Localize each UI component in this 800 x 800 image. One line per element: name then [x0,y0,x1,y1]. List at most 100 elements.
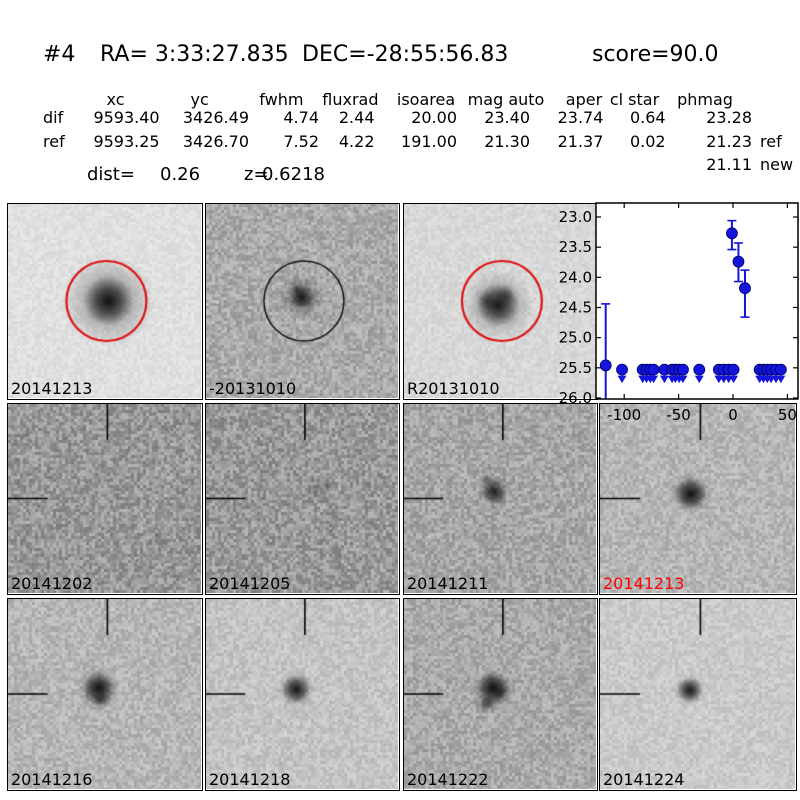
cutout-image [404,404,596,593]
panel-date-label: 20141213 [11,379,93,398]
down-arrow-icon [674,375,684,384]
cutout-image [206,404,398,593]
cutout-panel-stamp-20141211: 20141211 [403,403,598,595]
col-header-aper: aper [565,90,603,109]
upper-limit-marker [640,363,653,376]
col-header-mag-auto: mag auto [467,90,545,109]
upper-limit-marker [770,363,782,376]
col-header-isoarea: isoarea [396,90,456,109]
row-suffix-ref: ref [760,132,782,151]
cell-ref-aper: 21.37 [557,132,604,151]
z-label: z= [244,164,269,185]
dist-label: dist= [87,164,135,185]
panel-date-label: R20131010 [407,379,500,398]
panel-date-label: 20141224 [603,770,685,789]
upper-limit-marker [677,363,689,376]
cutout-panel-stamp-ref-R20131010: R20131010 [403,203,598,400]
z-value: 0.6218 [262,164,325,185]
cell-ref-phmag: 21.23 [706,132,752,151]
upper-limit-marker [669,363,682,376]
upper-limit-marker [693,363,706,376]
upper-limit-marker [647,363,660,376]
row-suffix-new: new [760,155,794,174]
cutout-image [600,404,795,593]
upper-limit-marker [636,363,649,376]
down-arrow-icon [694,375,704,384]
cell-dif-yc: 3426.49 [182,108,249,127]
panel-date-label: 20141222 [407,770,489,789]
down-arrow-icon [776,375,786,384]
panel-date-label: 20141218 [209,770,291,789]
cutout-panel-stamp-neg-20131010: -20131010 [205,203,400,400]
down-arrow-icon [714,375,724,384]
panel-date-label: 20141213 [603,574,685,593]
plot-border [595,202,799,400]
lightcurve-point [599,359,612,372]
panel-date-label: 20141205 [209,574,291,593]
down-arrow-icon [678,375,688,384]
panel-date-label: 20141202 [11,574,93,593]
cell-dif-fluxrad: 2.44 [338,108,375,127]
down-arrow-icon [659,375,669,384]
cutout-panel-stamp-20141222: 20141222 [403,598,598,791]
cell-ref-fluxrad: 4.22 [338,132,375,151]
lightcurve-data [599,219,787,399]
down-arrow-icon [766,375,776,384]
cell-ref-xc: 9593.25 [93,132,160,151]
upper-limit-marker [712,363,725,376]
cutout-image [206,204,398,398]
cell-ref-isoarea: 191.00 [401,132,457,151]
cutout-panel-stamp-20141213-new: 20141213 [599,403,797,595]
axis-ticks [596,203,798,399]
col-header-phmag: phmag [677,90,733,109]
upper-limit-marker [673,363,686,376]
down-arrow-icon [642,375,652,384]
lightcurve-point [726,227,738,240]
cell-dif-phmag: 23.28 [706,108,752,127]
cutout-panel-stamp-20141224: 20141224 [599,598,797,791]
cutout-image [600,599,795,789]
down-arrow-icon [762,375,772,384]
down-arrow-icon [755,375,765,384]
cutout-image [8,599,201,789]
down-arrow-icon [758,375,768,384]
dec-value: DEC=-28:55:56.83 [302,42,509,67]
lightcurve-point [739,282,751,295]
down-arrow-icon [771,375,781,384]
col-header-yc: yc [190,90,209,109]
cell-dif-aper: 23.74 [557,108,604,127]
cutout-image [8,204,201,398]
upper-limit-marker [666,363,678,376]
upper-limit-marker [658,363,671,376]
down-arrow-icon [719,375,729,384]
upper-limit-marker [761,363,774,376]
lightcurve-point [732,255,745,268]
ra-value: RA= 3:33:27.835 [100,42,289,67]
cell-new-phmag: 21.11 [706,155,752,174]
down-arrow-icon [670,375,680,384]
cell-dif-fwhm: 4.74 [283,108,319,127]
upper-limit-marker [757,363,770,376]
down-arrow-icon [724,375,734,384]
down-arrow-icon [638,375,648,384]
upper-limit-marker [644,363,657,376]
down-arrow-icon [649,375,659,384]
cutout-panel-stamp-dif-20141213: 20141213 [7,203,203,400]
col-header-xc: xc [106,90,125,109]
upper-limit-marker [722,363,735,376]
cell-ref-cl-star: 0.02 [629,132,666,151]
panel-date-label: 20141211 [407,574,489,593]
upper-limit-marker [717,363,730,376]
upper-limit-marker [774,363,787,376]
cutout-image [404,599,596,789]
score-value: score=90.0 [592,42,719,67]
upper-limit-marker [727,363,740,376]
cutout-image [8,404,201,593]
row-label-ref: ref [43,132,65,151]
cutout-panel-stamp-20141205: 20141205 [205,403,400,595]
cell-dif-mag-auto: 23.40 [484,108,530,127]
down-arrow-icon [645,375,655,384]
upper-limit-marker [765,363,777,376]
cutout-image [404,204,596,398]
